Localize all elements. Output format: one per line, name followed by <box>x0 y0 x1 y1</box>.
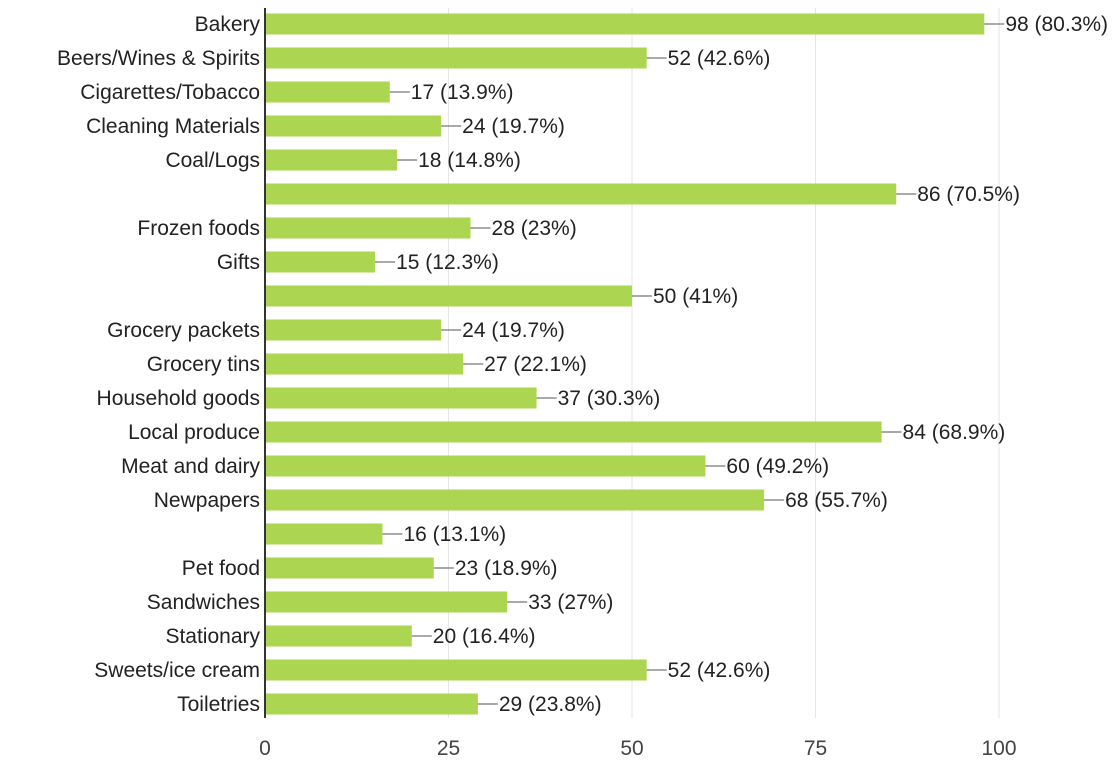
data-label: 60 (49.2%) <box>726 455 829 478</box>
data-label: 52 (42.6%) <box>668 47 771 70</box>
bar <box>265 149 398 171</box>
x-tick-label: 25 <box>437 737 460 760</box>
bar <box>265 217 471 239</box>
data-label: 27 (22.1%) <box>484 353 587 376</box>
category-label: Coal/Logs <box>165 149 260 172</box>
data-label: 33 (27%) <box>528 591 613 614</box>
bar <box>265 353 464 375</box>
data-label: 18 (14.8%) <box>418 149 521 172</box>
category-label: Bakery <box>195 13 261 36</box>
bar <box>265 489 765 511</box>
bar <box>265 115 442 137</box>
bar <box>265 693 478 715</box>
category-label: Beers/Wines & Spirits <box>57 47 260 70</box>
category-label: Cigarettes/Tobacco <box>80 81 260 104</box>
bar <box>265 387 537 409</box>
data-label: 23 (18.9%) <box>455 557 558 580</box>
bar <box>265 455 706 477</box>
bar <box>265 251 376 273</box>
bar <box>265 285 632 307</box>
category-label: Sandwiches <box>147 591 260 614</box>
x-tick-label: 75 <box>804 737 827 760</box>
bar <box>265 591 508 613</box>
category-label: Meat and dairy <box>121 455 260 478</box>
category-label: Toiletries <box>177 693 260 716</box>
x-tick-label: 100 <box>981 737 1016 760</box>
data-label: 24 (19.7%) <box>462 115 565 138</box>
category-label: Newpapers <box>154 489 260 512</box>
bar <box>265 81 390 103</box>
bar <box>265 183 897 205</box>
category-label: Frozen foods <box>137 217 260 240</box>
data-label: 68 (55.7%) <box>785 489 888 512</box>
data-label: 37 (30.3%) <box>558 387 661 410</box>
category-label: Pet food <box>182 557 260 580</box>
bar <box>265 557 434 579</box>
bar <box>265 319 442 341</box>
data-label: 98 (80.3%) <box>1005 13 1108 36</box>
bar <box>265 13 985 35</box>
data-label: 20 (16.4%) <box>433 625 536 648</box>
bar <box>265 421 882 443</box>
data-label: 29 (23.8%) <box>499 693 602 716</box>
data-label: 28 (23%) <box>492 217 577 240</box>
x-tick-label: 0 <box>259 737 271 760</box>
category-label: Stationary <box>165 625 260 648</box>
data-label: 52 (42.6%) <box>668 659 771 682</box>
data-label: 16 (13.1%) <box>403 523 506 546</box>
bar <box>265 47 647 69</box>
data-label: 24 (19.7%) <box>462 319 565 342</box>
category-label: Grocery tins <box>147 353 260 376</box>
bar <box>265 659 647 681</box>
category-label: Local produce <box>128 421 260 444</box>
data-label: 15 (12.3%) <box>396 251 499 274</box>
x-tick-label: 50 <box>620 737 643 760</box>
data-label: 50 (41%) <box>653 285 738 308</box>
category-label: Sweets/ice cream <box>94 659 260 682</box>
bar <box>265 625 412 647</box>
bar <box>265 523 383 545</box>
category-label: Cleaning Materials <box>86 115 260 138</box>
data-label: 17 (13.9%) <box>411 81 514 104</box>
category-label: Household goods <box>97 387 260 410</box>
category-label: Grocery packets <box>107 319 260 342</box>
category-label: Gifts <box>217 251 260 274</box>
data-label: 84 (68.9%) <box>903 421 1006 444</box>
data-label: 86 (70.5%) <box>917 183 1020 206</box>
